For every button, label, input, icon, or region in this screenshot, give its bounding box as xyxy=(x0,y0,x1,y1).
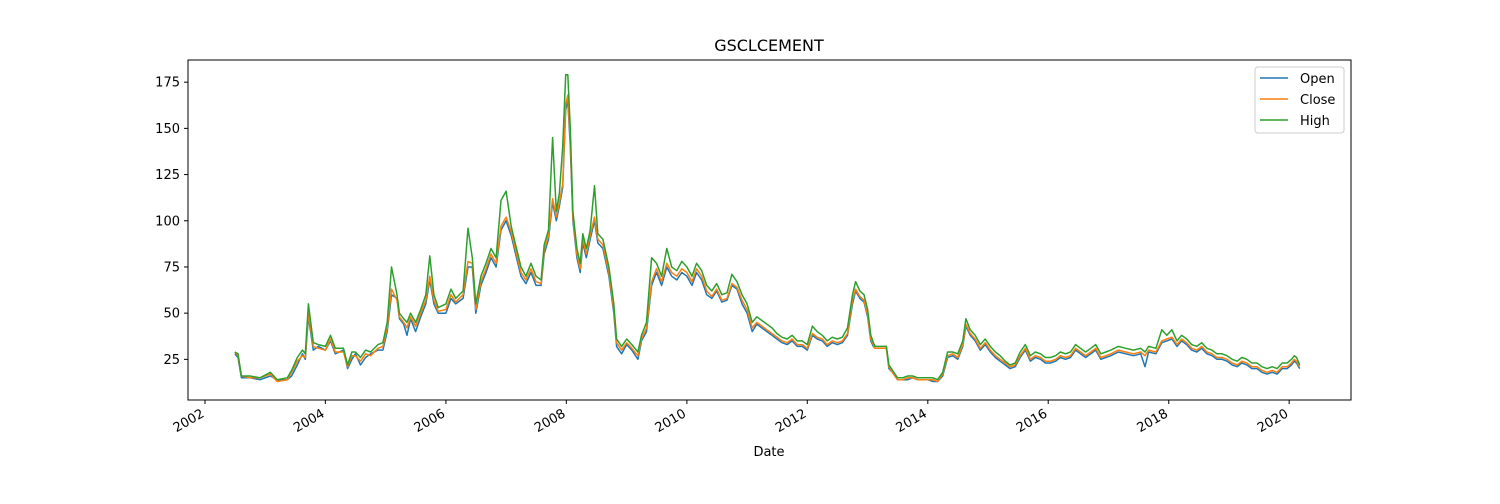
legend-box xyxy=(1254,66,1345,134)
y-tick-label: 125 xyxy=(155,168,180,183)
plot-frame xyxy=(187,59,1352,401)
series-line-high xyxy=(234,74,1301,381)
y-tick-label: 25 xyxy=(163,353,180,368)
y-tick-label: 100 xyxy=(155,214,180,229)
y-tick-label: 150 xyxy=(155,122,180,137)
series-layer xyxy=(234,74,1301,383)
y-axis: 25 50 75 100 125 150 175 xyxy=(155,76,188,368)
y-tick-label: 75 xyxy=(163,260,180,275)
legend-label-open: Open xyxy=(1300,72,1335,87)
chart-title: GSCLCEMENT xyxy=(714,36,824,55)
y-tick-label: 50 xyxy=(163,307,180,322)
legend-label-high: High xyxy=(1300,114,1330,129)
series-line-close xyxy=(234,94,1301,383)
y-tick-label: 175 xyxy=(155,76,180,91)
legend: Open Close High xyxy=(1254,66,1345,134)
legend-label-close: Close xyxy=(1300,93,1335,108)
x-axis-label: Date xyxy=(753,445,784,460)
